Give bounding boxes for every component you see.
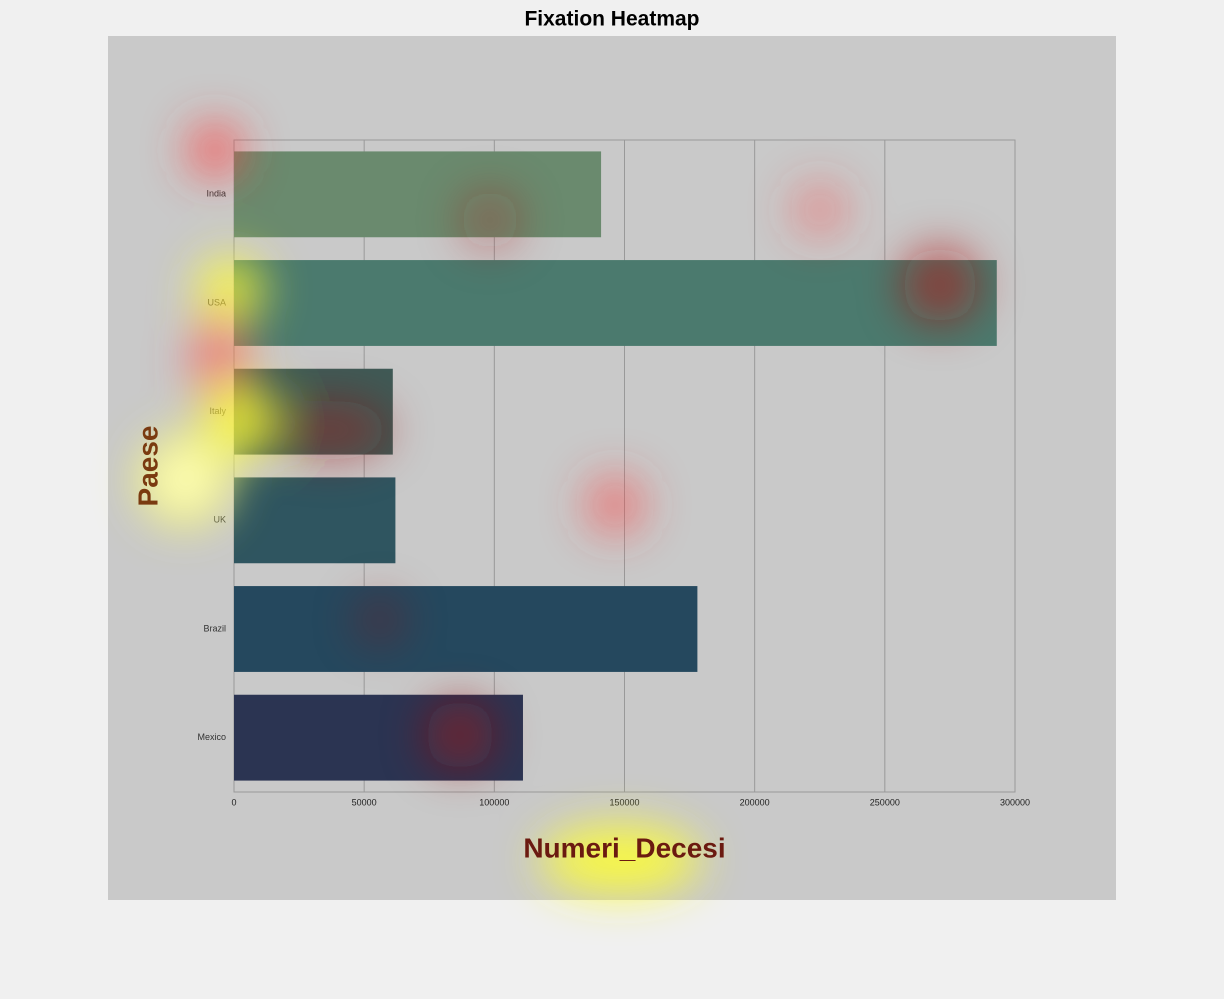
x-tick-label: 0: [231, 797, 236, 807]
x-tick-label: 250000: [870, 797, 900, 807]
bar: [234, 260, 997, 346]
x-tick-label: 100000: [479, 797, 509, 807]
y-axis-label: Paese: [132, 426, 163, 507]
y-tick-label: UK: [213, 515, 226, 525]
chart-title: Fixation Heatmap: [524, 8, 699, 31]
bar: [234, 586, 698, 672]
heatmap: [140, 122, 978, 895]
x-tick-label: 200000: [740, 797, 770, 807]
bar: [234, 477, 396, 564]
bar: [234, 151, 602, 238]
x-axis-label: Numeri_Decesi: [523, 832, 725, 863]
y-tick-label: India: [206, 189, 226, 199]
y-tick-label: Mexico: [197, 732, 226, 742]
x-tick-label: 50000: [352, 797, 377, 807]
x-tick-label: 150000: [609, 797, 639, 807]
plot: 0 50000 100000 150000 200000 250000 300000 Indi…: [197, 139, 1030, 807]
y-tick-label: Brazil: [203, 623, 226, 633]
x-tick-label: 300000: [1000, 797, 1030, 807]
